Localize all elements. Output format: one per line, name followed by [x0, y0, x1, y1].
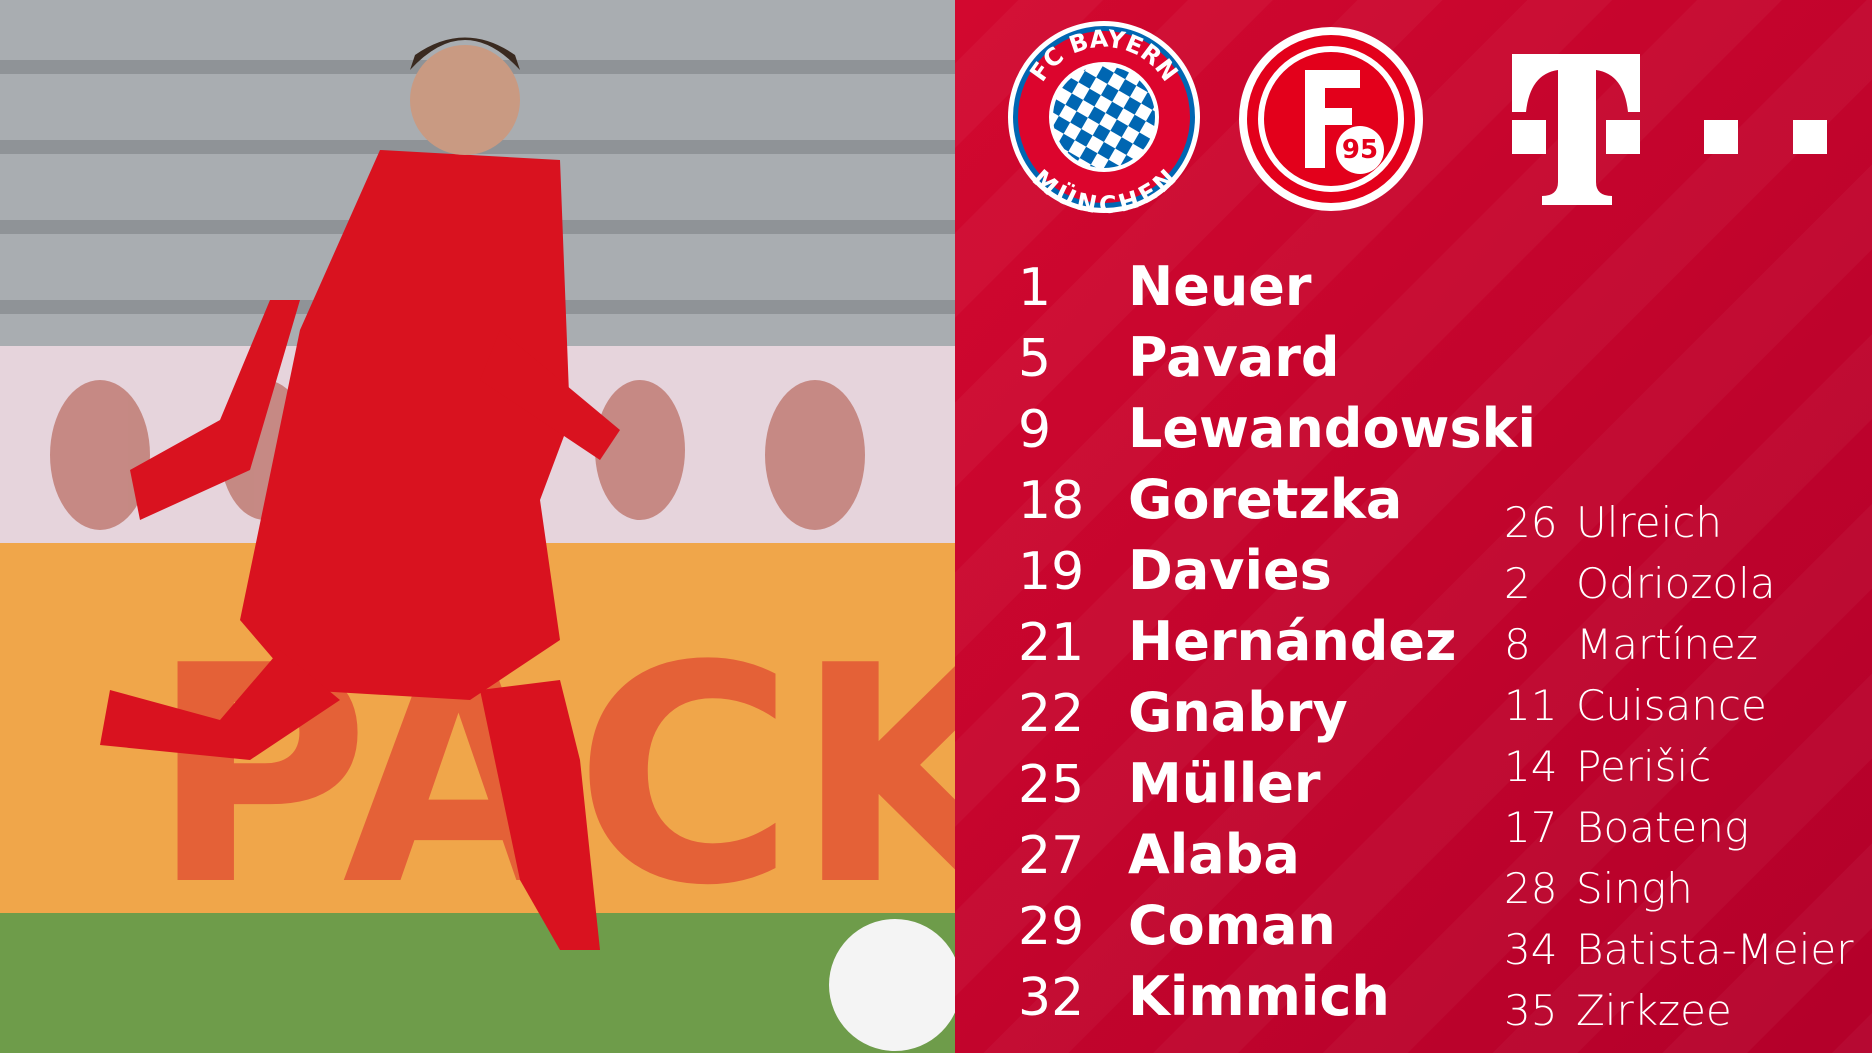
sub-name: Zirkzee	[1576, 986, 1732, 1035]
starter-name: Goretzka	[1128, 468, 1402, 531]
fortuna-number: 95	[1342, 135, 1378, 165]
lineup: 1 Neuer 5 Pavard 9 Lewandowski 18 Goretzka 19 Dav…	[1018, 255, 1854, 1035]
sub-name: Ulreich	[1576, 498, 1722, 547]
starter-name: Neuer	[1128, 255, 1312, 318]
starter-name: Lewandowski	[1128, 397, 1536, 460]
starter-number: 1	[1018, 258, 1051, 318]
starter-number: 25	[1018, 755, 1084, 815]
sub-number: 14	[1504, 742, 1557, 791]
sub-name: Odriozola	[1576, 559, 1776, 608]
starter-number: 5	[1018, 329, 1051, 389]
sub-number: 8	[1504, 620, 1531, 669]
starter-number: 27	[1018, 826, 1084, 886]
starter-number: 22	[1018, 684, 1084, 744]
sub-number: 11	[1504, 681, 1557, 730]
starter-name: Kimmich	[1128, 965, 1390, 1028]
sub-number: 28	[1504, 864, 1557, 913]
bayern-logo: FC BAYERN MÜNCHEN	[1008, 21, 1200, 219]
starter-number: 29	[1018, 897, 1084, 957]
ball	[829, 919, 961, 1051]
starter-number: 21	[1018, 613, 1084, 673]
photo: PACK	[0, 0, 1038, 1053]
sub-number: 2	[1504, 559, 1531, 608]
sub-number: 17	[1504, 803, 1557, 852]
sub-number: 26	[1504, 498, 1557, 547]
starter-number: 18	[1018, 471, 1084, 531]
player	[100, 37, 620, 950]
starter-number: 32	[1018, 968, 1084, 1028]
telekom-logo	[1512, 54, 1827, 205]
starter-name: Davies	[1128, 539, 1332, 602]
sub-name: Perišić	[1576, 742, 1711, 791]
starter-name: Pavard	[1128, 326, 1340, 389]
starter-number: 9	[1018, 400, 1051, 460]
sub-name: Batista-Meier	[1576, 925, 1854, 974]
sub-number: 35	[1504, 986, 1557, 1035]
starter-name: Alaba	[1128, 823, 1300, 886]
starter-name: Coman	[1128, 894, 1336, 957]
fortuna-logo: 95	[1239, 27, 1423, 211]
starter-name: Müller	[1128, 752, 1321, 815]
sub-name: Boateng	[1576, 803, 1749, 852]
sub-name: Singh	[1576, 864, 1693, 913]
starter-name: Gnabry	[1128, 681, 1348, 744]
starter-name: Hernández	[1128, 610, 1456, 673]
sub-number: 34	[1504, 925, 1557, 974]
sub-name: Martínez	[1576, 620, 1758, 669]
starter-number: 19	[1018, 542, 1084, 602]
sub-name: Cuisance	[1576, 681, 1767, 730]
